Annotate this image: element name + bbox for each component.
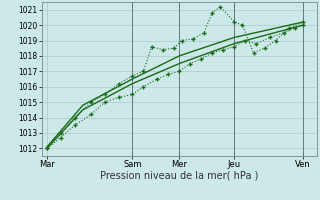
X-axis label: Pression niveau de la mer( hPa ): Pression niveau de la mer( hPa ) xyxy=(100,171,258,181)
